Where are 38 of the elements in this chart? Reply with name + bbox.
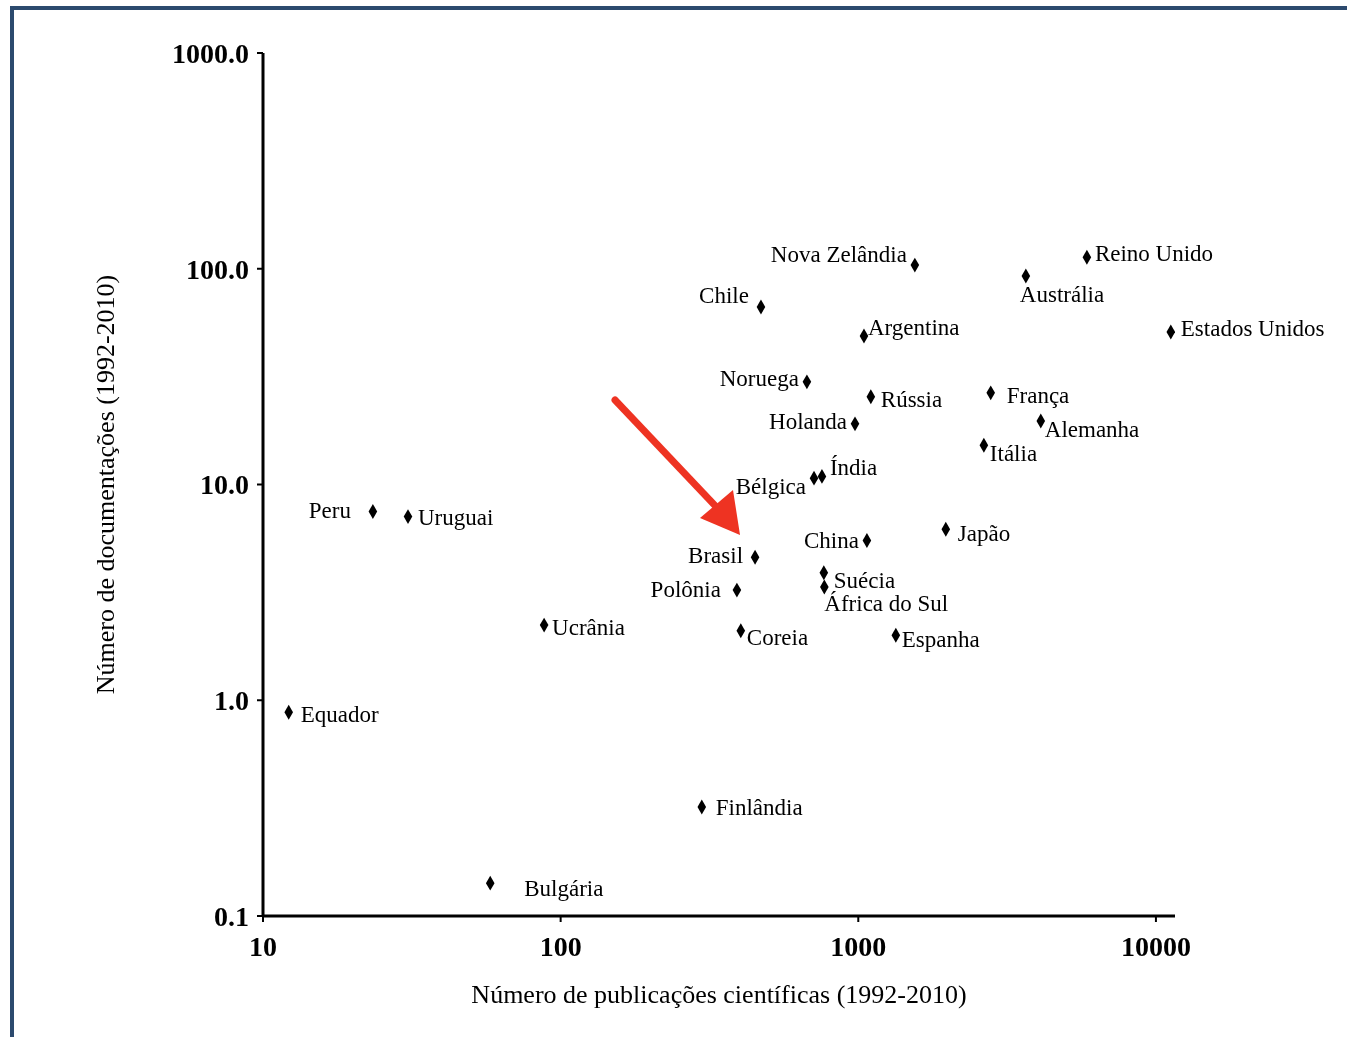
annotation: Rússia (880, 386, 943, 412)
annotation: Peru (308, 498, 352, 524)
annotation: Japão (957, 521, 1011, 547)
x-tick-label: 10 (249, 930, 277, 962)
x-axis-title: Número de publicações científicas (1992-2010) (471, 980, 967, 1009)
annotation: Uruguai (417, 504, 494, 530)
annotation: Nova Zelândia (770, 242, 907, 268)
annotation: Espanha (901, 627, 980, 653)
x-tick-label: 1000 (830, 930, 887, 962)
annotation: Finlândia (715, 795, 803, 821)
y-tick-label: 100.0 (186, 253, 249, 285)
annotation: Equador (300, 702, 379, 728)
x-tick-label: 10000 (1120, 930, 1191, 962)
annotation: Bélgica (735, 474, 807, 500)
y-tick-label: 0.1 (214, 900, 249, 932)
y-tick-label: 10.0 (200, 469, 249, 501)
annotation: Reino Unido (1094, 241, 1214, 267)
annotation: Noruega (719, 365, 799, 391)
annotation: Bulgária (524, 876, 604, 902)
annotation: Chile (699, 282, 749, 308)
annotation: China (803, 527, 859, 553)
annotation: Itália (989, 441, 1038, 467)
annotation: Alemanha (1044, 416, 1140, 442)
annotation: África do Sul (824, 590, 949, 616)
annotation: Austrália (1019, 282, 1105, 308)
y-tick-label: 1000.0 (172, 37, 249, 69)
y-tick-label: 1.0 (214, 685, 249, 717)
annotation: Índia (829, 455, 878, 481)
annotation: Brasil (688, 543, 744, 569)
annotation: Argentina (867, 314, 960, 340)
annotation: Ucrânia (552, 615, 625, 641)
annotation: Estados Unidos (1180, 316, 1325, 342)
y-axis-title: Número de documentações (1992-2010) (91, 274, 121, 695)
annotation: Holanda (769, 408, 848, 434)
annotation: Coreia (746, 624, 809, 650)
annotation: Polônia (650, 577, 721, 603)
x-tick-label: 100 (539, 930, 582, 962)
annotation: França (1006, 382, 1070, 408)
